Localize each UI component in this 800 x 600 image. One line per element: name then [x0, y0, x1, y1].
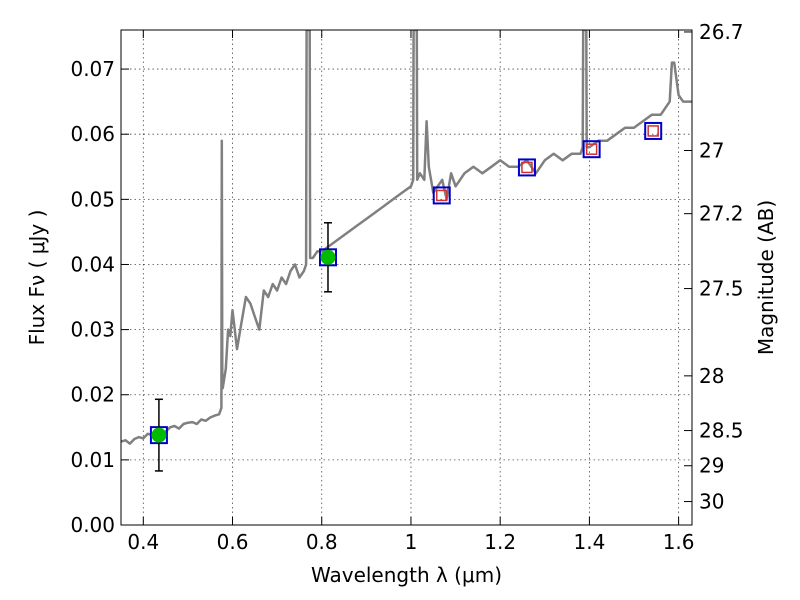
y-tick-label: 0.05: [70, 187, 115, 211]
y-tick-label: 0.02: [70, 383, 115, 407]
right-tick-label: 27.5: [699, 277, 744, 301]
model-photometry-square: [517, 158, 536, 177]
plot-area: [121, 30, 692, 445]
y-axis-label: Flux Fν ( μJy ): [25, 210, 49, 346]
right-tick-label: 29: [699, 454, 724, 478]
right-tick-label: 27.2: [699, 202, 744, 226]
right-tick-label: 30: [699, 490, 724, 514]
x-tick-label: 1.4: [573, 530, 605, 554]
upper-limit-marker: [585, 143, 598, 155]
upper-limit-marker: [647, 125, 659, 137]
model-spectrum-line: [121, 30, 692, 445]
observed-photometry-point: [151, 427, 167, 443]
model-photometry-square: [582, 140, 601, 159]
x-tick-label: 0.4: [127, 530, 159, 554]
observed-photometry-point: [320, 249, 336, 265]
x-tick-label: 0.6: [217, 530, 249, 554]
x-tick-label: 0.8: [306, 530, 338, 554]
y-tick-label: 0.04: [70, 252, 115, 276]
y-tick-label: 0.03: [70, 318, 115, 342]
y-tick-label: 0.00: [70, 513, 115, 537]
y-tick-label: 0.07: [70, 57, 115, 81]
right-tick-label: 26.7: [699, 20, 744, 44]
markers: [149, 121, 663, 472]
right-tick-label: 28: [699, 364, 724, 388]
grid-lines: [121, 30, 692, 526]
right-tick-label: 27: [699, 138, 724, 162]
upper-limit-marker: [435, 189, 448, 202]
x-tick-label: 1.2: [484, 530, 516, 554]
upper-limit-marker: [521, 161, 533, 174]
x-axis-label: Wavelength λ (μm): [311, 563, 502, 587]
x-tick-label: 1: [405, 530, 418, 554]
x-tick-label: 1.6: [663, 530, 695, 554]
model-photometry-square: [644, 121, 663, 140]
right-axis-label: Magnitude (AB): [754, 200, 778, 355]
right-tick-label: 28.5: [699, 419, 744, 443]
plot-frame: [120, 29, 693, 526]
ticks: 0.4 0.6 0.8 1 1.2 1.4 1.6 0.00 0.01 0.02 0.03 0.04 0…: [70, 20, 743, 554]
model-photometry-square: [432, 186, 451, 205]
y-tick-label: 0.01: [70, 448, 115, 472]
y-tick-label: 0.06: [70, 122, 115, 146]
